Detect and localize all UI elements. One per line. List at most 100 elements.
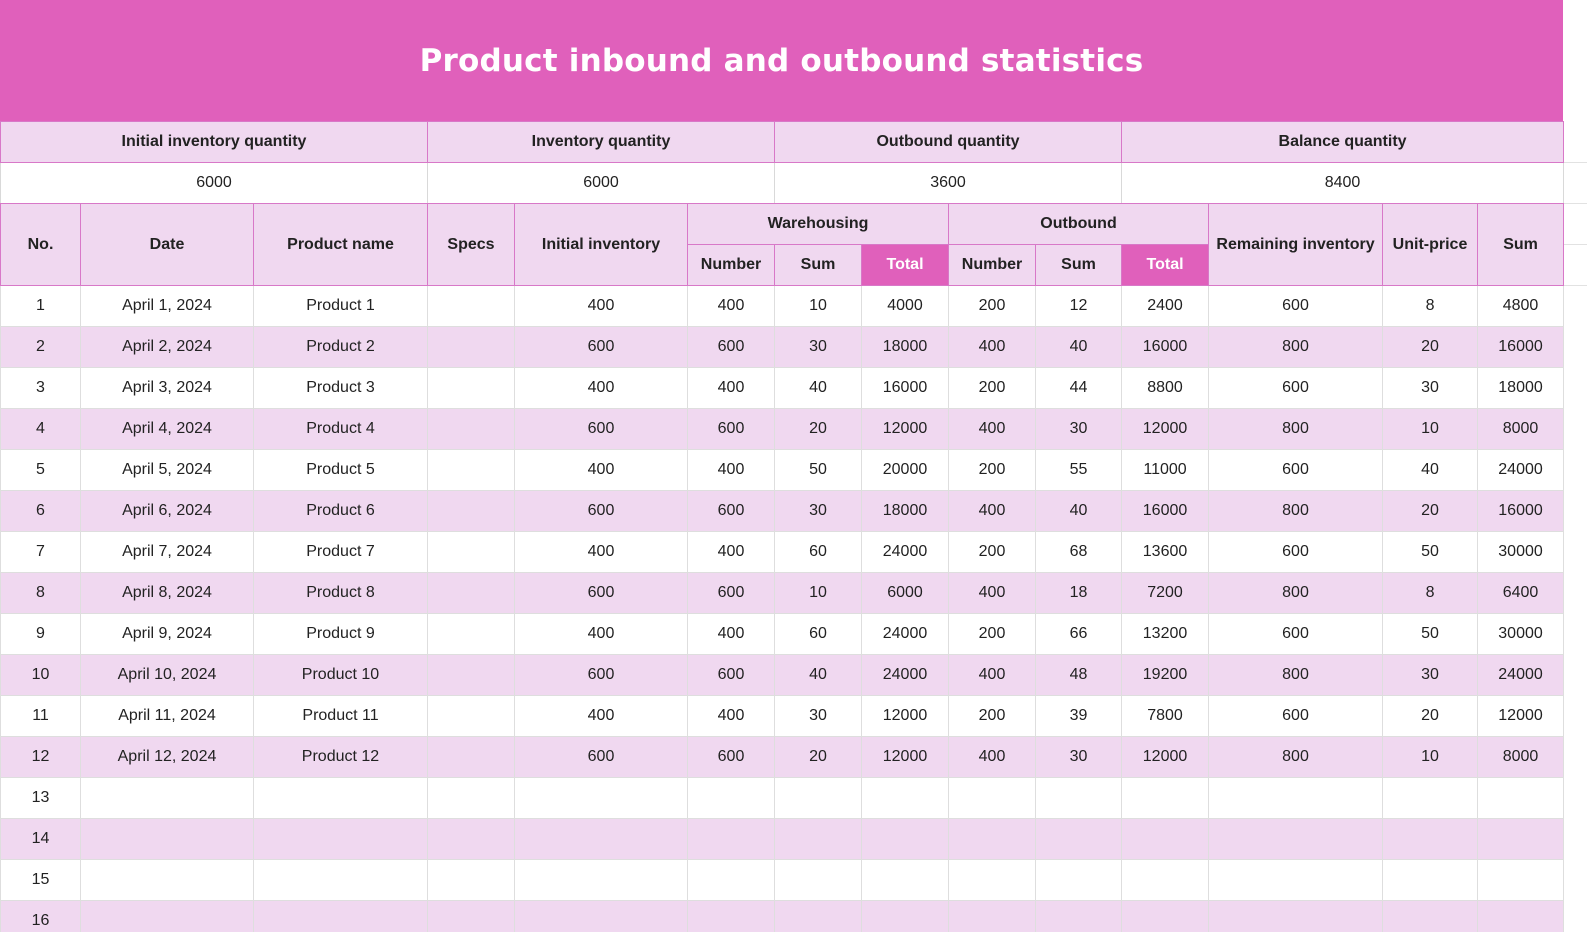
header-sum[interactable]: Sum xyxy=(1477,203,1565,286)
cell-outbound-sum[interactable]: 40 xyxy=(1034,490,1123,532)
cell-outbound-sum[interactable]: 30 xyxy=(1034,736,1123,778)
cell-outbound-number[interactable]: 200 xyxy=(948,695,1036,737)
cell-no[interactable]: 12 xyxy=(0,736,81,778)
cell-outbound-sum[interactable] xyxy=(1034,777,1123,819)
cell-outbound-number[interactable]: 200 xyxy=(948,613,1036,655)
cell-unit-price[interactable]: 8 xyxy=(1382,572,1479,614)
summary-header-inventory-quantity[interactable]: Inventory quantity xyxy=(427,121,775,163)
cell-outbound-sum[interactable]: 30 xyxy=(1034,408,1123,450)
cell-remaining-inventory[interactable]: 800 xyxy=(1208,490,1384,532)
cell-outbound-total[interactable]: 11000 xyxy=(1121,449,1210,491)
cell-warehousing-number[interactable]: 600 xyxy=(687,572,775,614)
cell-warehousing-sum[interactable]: 10 xyxy=(774,572,862,614)
cell-date[interactable]: April 4, 2024 xyxy=(80,408,254,450)
header-remaining-inventory[interactable]: Remaining inventory xyxy=(1208,203,1384,286)
cell-no[interactable]: 11 xyxy=(0,695,81,737)
cell-sum[interactable] xyxy=(1477,818,1565,860)
cell-outbound-total[interactable]: 2400 xyxy=(1121,285,1210,327)
cell-specs[interactable] xyxy=(427,408,515,450)
cell-outbound-total[interactable]: 8800 xyxy=(1121,367,1210,409)
cell-warehousing-number[interactable] xyxy=(687,900,775,932)
header-specs[interactable]: Specs xyxy=(427,203,515,286)
cell-outbound-total[interactable]: 16000 xyxy=(1121,326,1210,368)
cell-outbound-sum[interactable]: 44 xyxy=(1034,367,1123,409)
cell-specs[interactable] xyxy=(427,859,515,901)
cell-sum[interactable]: 8000 xyxy=(1477,736,1565,778)
cell-no[interactable]: 16 xyxy=(0,900,81,932)
header-product-name[interactable]: Product name xyxy=(253,203,428,286)
cell-product-name[interactable]: Product 1 xyxy=(253,285,428,327)
cell-remaining-inventory[interactable]: 600 xyxy=(1208,613,1384,655)
cell-sum[interactable]: 30000 xyxy=(1477,613,1565,655)
cell-warehousing-total[interactable]: 24000 xyxy=(861,654,949,696)
cell-outbound-sum[interactable] xyxy=(1034,900,1123,932)
cell-initial-inventory[interactable]: 600 xyxy=(514,490,688,532)
cell-no[interactable]: 1 xyxy=(0,285,81,327)
cell-outbound-number[interactable] xyxy=(948,859,1036,901)
cell-date[interactable]: April 5, 2024 xyxy=(80,449,254,491)
cell-no[interactable]: 14 xyxy=(0,818,81,860)
cell-no[interactable]: 5 xyxy=(0,449,81,491)
cell-date[interactable] xyxy=(80,777,254,819)
cell-no[interactable]: 13 xyxy=(0,777,81,819)
cell-sum[interactable]: 12000 xyxy=(1477,695,1565,737)
cell-outbound-sum[interactable]: 68 xyxy=(1034,531,1123,573)
cell-sum[interactable]: 6400 xyxy=(1477,572,1565,614)
summary-value-inventory-quantity[interactable]: 6000 xyxy=(427,162,775,204)
cell-date[interactable]: April 8, 2024 xyxy=(80,572,254,614)
cell-no[interactable]: 2 xyxy=(0,326,81,368)
cell-product-name[interactable]: Product 7 xyxy=(253,531,428,573)
cell-warehousing-sum[interactable]: 30 xyxy=(774,490,862,532)
cell-outbound-total[interactable] xyxy=(1121,818,1210,860)
cell-sum[interactable]: 16000 xyxy=(1477,490,1565,532)
cell-date[interactable]: April 9, 2024 xyxy=(80,613,254,655)
cell-outbound-total[interactable]: 12000 xyxy=(1121,408,1210,450)
cell-date[interactable]: April 7, 2024 xyxy=(80,531,254,573)
cell-outbound-sum[interactable] xyxy=(1034,859,1123,901)
summary-header-balance-quantity[interactable]: Balance quantity xyxy=(1121,121,1565,163)
summary-value-balance-quantity[interactable]: 8400 xyxy=(1121,162,1565,204)
header-unit-price[interactable]: Unit-price xyxy=(1382,203,1479,286)
cell-initial-inventory[interactable]: 400 xyxy=(514,285,688,327)
cell-sum[interactable]: 24000 xyxy=(1477,654,1565,696)
cell-product-name[interactable]: Product 3 xyxy=(253,367,428,409)
cell-remaining-inventory[interactable] xyxy=(1208,818,1384,860)
cell-date[interactable]: April 2, 2024 xyxy=(80,326,254,368)
cell-no[interactable]: 10 xyxy=(0,654,81,696)
cell-outbound-number[interactable]: 400 xyxy=(948,490,1036,532)
cell-no[interactable]: 3 xyxy=(0,367,81,409)
cell-warehousing-sum[interactable]: 60 xyxy=(774,531,862,573)
cell-specs[interactable] xyxy=(427,613,515,655)
cell-product-name[interactable] xyxy=(253,900,428,932)
cell-outbound-number[interactable]: 400 xyxy=(948,736,1036,778)
cell-warehousing-sum[interactable]: 20 xyxy=(774,736,862,778)
cell-warehousing-total[interactable]: 6000 xyxy=(861,572,949,614)
cell-date[interactable]: April 3, 2024 xyxy=(80,367,254,409)
cell-sum[interactable]: 30000 xyxy=(1477,531,1565,573)
cell-warehousing-total[interactable]: 4000 xyxy=(861,285,949,327)
cell-outbound-sum[interactable]: 39 xyxy=(1034,695,1123,737)
cell-no[interactable]: 7 xyxy=(0,531,81,573)
header-date[interactable]: Date xyxy=(80,203,254,286)
cell-outbound-sum[interactable]: 40 xyxy=(1034,326,1123,368)
cell-warehousing-total[interactable]: 12000 xyxy=(861,736,949,778)
header-outbound-total[interactable]: Total xyxy=(1121,244,1210,286)
cell-outbound-sum[interactable]: 48 xyxy=(1034,654,1123,696)
header-outbound[interactable]: Outbound xyxy=(947,203,1210,245)
cell-initial-inventory[interactable]: 400 xyxy=(514,613,688,655)
cell-product-name[interactable]: Product 6 xyxy=(253,490,428,532)
cell-date[interactable] xyxy=(80,859,254,901)
cell-product-name[interactable]: Product 11 xyxy=(253,695,428,737)
cell-date[interactable]: April 10, 2024 xyxy=(80,654,254,696)
cell-date[interactable]: April 1, 2024 xyxy=(80,285,254,327)
cell-warehousing-sum[interactable]: 50 xyxy=(774,449,862,491)
cell-outbound-sum[interactable]: 12 xyxy=(1034,285,1123,327)
cell-outbound-number[interactable]: 200 xyxy=(948,367,1036,409)
cell-outbound-sum[interactable]: 55 xyxy=(1034,449,1123,491)
cell-initial-inventory[interactable]: 600 xyxy=(514,736,688,778)
cell-warehousing-number[interactable]: 400 xyxy=(687,613,775,655)
cell-warehousing-number[interactable]: 400 xyxy=(687,285,775,327)
cell-warehousing-number[interactable]: 600 xyxy=(687,654,775,696)
cell-warehousing-sum[interactable]: 40 xyxy=(774,367,862,409)
cell-warehousing-sum[interactable] xyxy=(774,818,862,860)
